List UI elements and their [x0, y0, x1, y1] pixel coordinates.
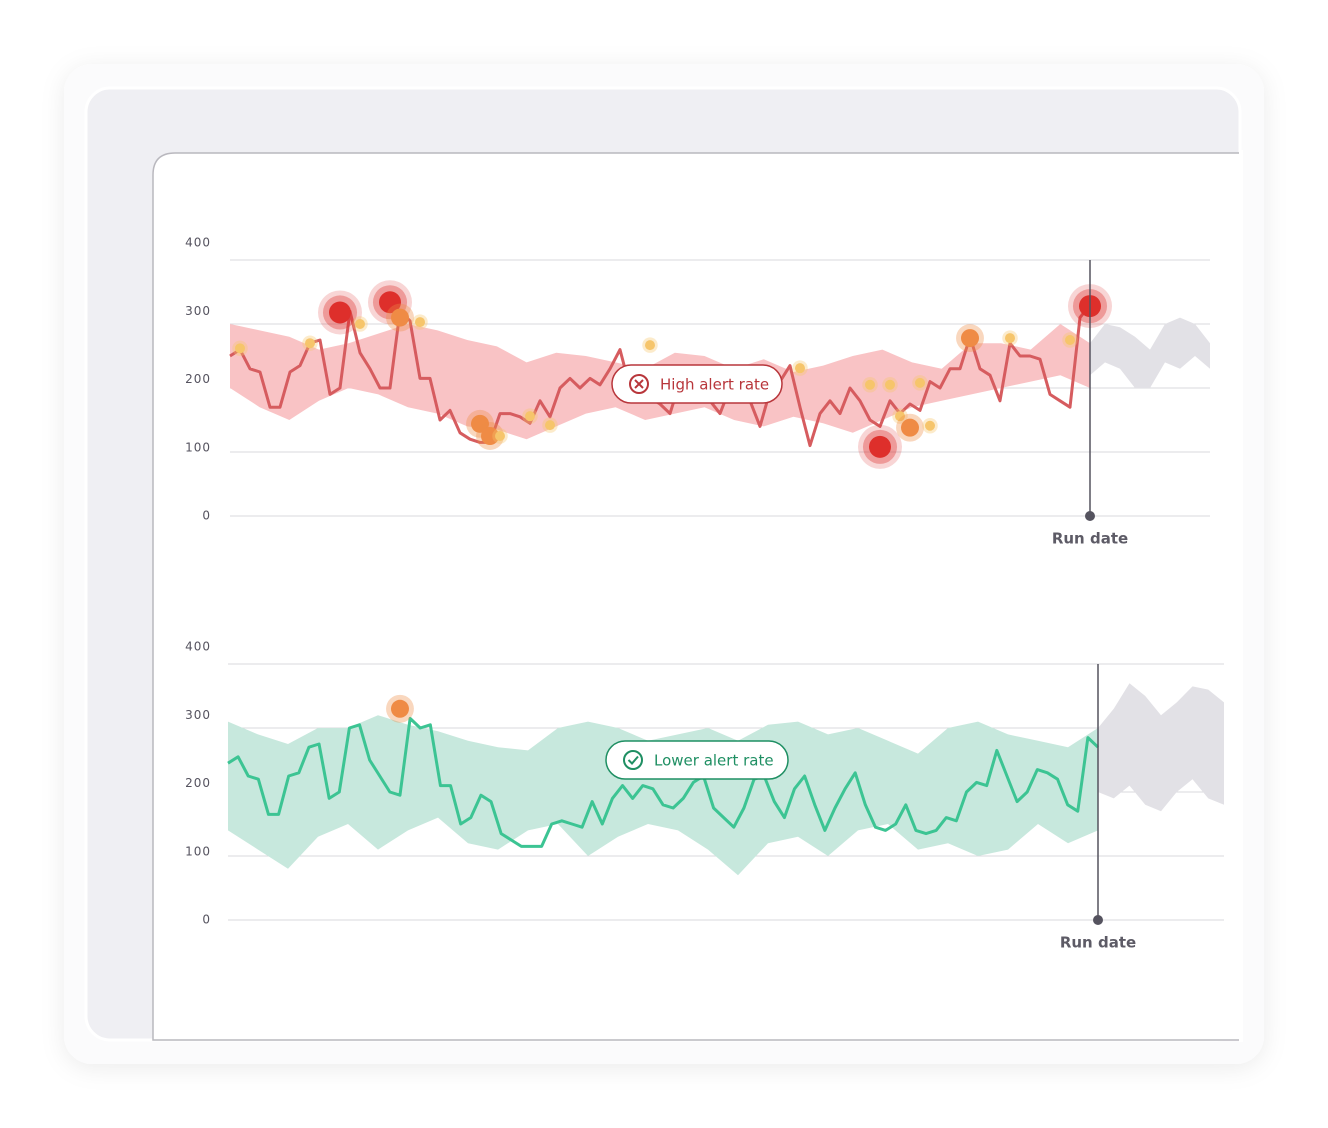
chart-panel: [152, 152, 1241, 1041]
anomaly: [412, 314, 428, 330]
badge-icon: [623, 750, 643, 770]
anomaly: [882, 377, 898, 393]
anomaly-dot: [235, 343, 245, 354]
anomaly-dot: [795, 363, 805, 374]
anomaly: [858, 424, 902, 469]
anomaly-dot: [1065, 335, 1075, 345]
anomaly-dot: [355, 319, 365, 329]
anomaly: [352, 316, 368, 332]
y-tick-label: 300: [185, 708, 211, 722]
anomaly: [922, 418, 938, 434]
anomaly-dot: [390, 699, 409, 718]
series-line: [229, 303, 1092, 448]
run-date-dot: [1085, 511, 1095, 521]
anomaly: [318, 290, 362, 335]
badge-icon-x: [634, 379, 644, 389]
badge-icon: [629, 374, 649, 394]
anomaly-dot: [895, 411, 905, 422]
anomaly-dot: [869, 435, 891, 458]
y-tick-label: 0: [202, 913, 211, 927]
run-date-dot: [1093, 915, 1103, 925]
y-tick-label: 200: [185, 372, 211, 386]
annotation-badge: [611, 364, 783, 404]
anomaly-dot: [481, 427, 499, 445]
anomaly-dot: [885, 379, 895, 390]
anomaly-dot: [901, 418, 919, 437]
anomaly-dot: [391, 308, 409, 327]
anomaly-dot: [865, 379, 875, 390]
anomaly: [476, 422, 504, 450]
series-line: [227, 716, 1100, 848]
anomaly: [1062, 332, 1078, 348]
anomaly: [642, 337, 658, 353]
anomaly-dot: [329, 301, 351, 324]
anomaly-dot: [1005, 333, 1015, 344]
anomaly-dot: [525, 411, 535, 422]
anomaly: [302, 335, 318, 351]
anomaly: [542, 417, 558, 433]
y-tick-label: 300: [185, 304, 211, 318]
anomaly: [862, 377, 878, 393]
anomaly-dot: [495, 431, 505, 441]
y-tick-label: 100: [185, 440, 211, 454]
y-tick-label: 400: [185, 236, 211, 250]
anomaly-dot: [915, 377, 925, 388]
anomaly: [892, 408, 908, 424]
y-tick-label: 400: [185, 640, 211, 654]
annotation-label: Lower alert rate: [654, 752, 774, 770]
anomaly: [522, 408, 538, 424]
anomaly: [386, 303, 414, 332]
y-tick-label: 200: [185, 776, 211, 790]
anomaly-dot: [645, 340, 655, 351]
anomaly: [792, 360, 808, 376]
expected-band: [228, 715, 1098, 876]
badge-icon-check: [627, 755, 639, 765]
run-date-label: Run date: [1060, 934, 1136, 952]
y-tick-label: 100: [185, 844, 211, 858]
annotation-badge: [605, 740, 789, 780]
anomaly: [232, 340, 248, 357]
anomaly-dot: [545, 420, 555, 431]
anomaly: [896, 413, 924, 442]
anomaly-dot: [961, 329, 979, 348]
annotation-label: High alert rate: [660, 376, 769, 394]
run-date-label: Run date: [1052, 530, 1128, 548]
anomaly: [956, 324, 984, 353]
anomaly: [386, 694, 414, 723]
anomaly-dot: [415, 317, 425, 328]
anomaly-dot: [925, 420, 935, 431]
anomaly-dot: [305, 338, 315, 349]
panel-edge: [1239, 150, 1243, 1042]
anomaly-dot: [471, 414, 489, 433]
anomaly: [1002, 330, 1018, 346]
anomaly-dot: [379, 291, 401, 314]
forecast-band: [1098, 683, 1224, 812]
anomaly: [912, 375, 928, 391]
forecast-band: [1090, 317, 1210, 388]
y-tick-label: 0: [202, 509, 211, 523]
anomaly: [492, 428, 508, 444]
